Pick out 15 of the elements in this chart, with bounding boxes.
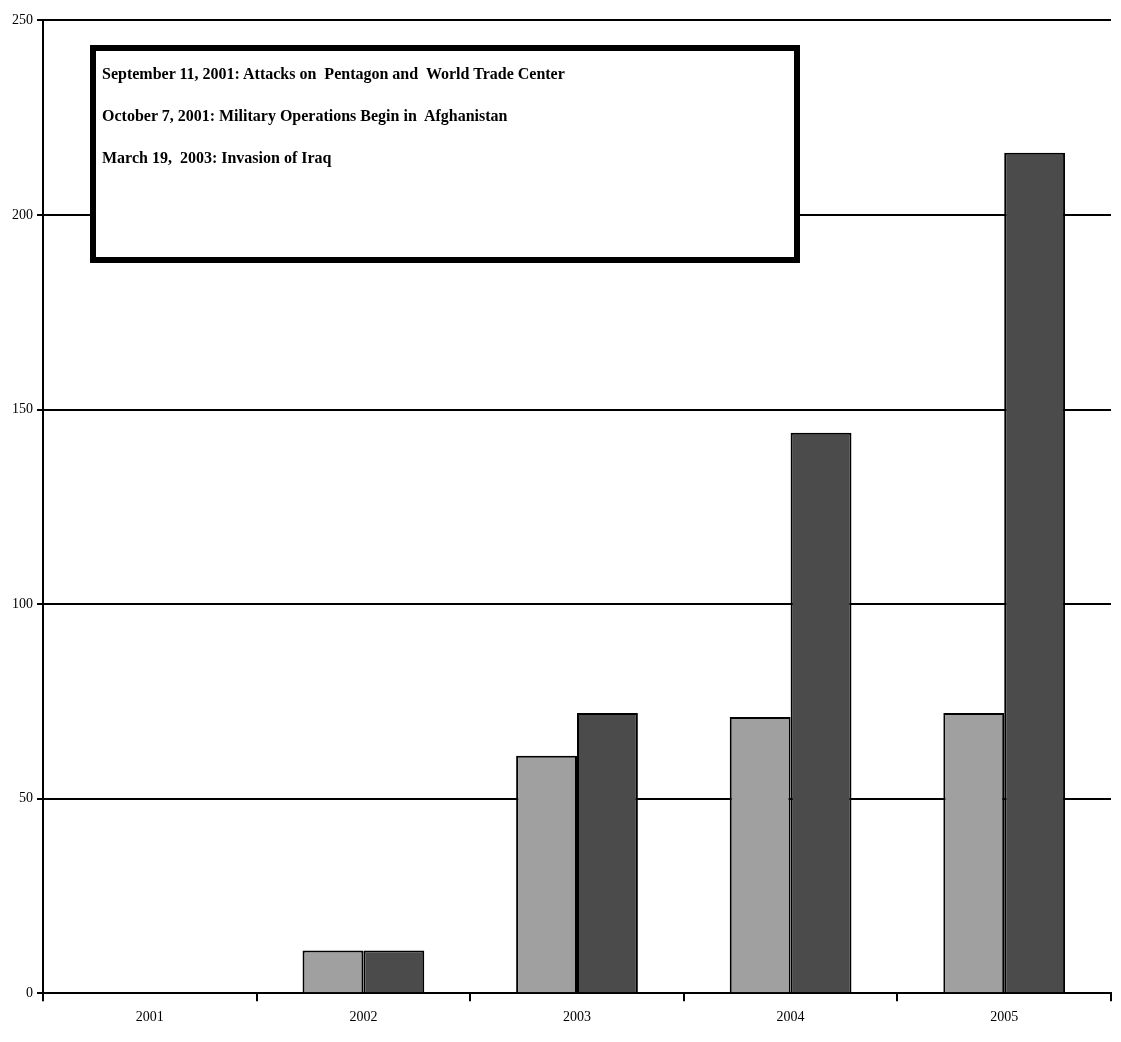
y-tick-label: 50 — [19, 790, 33, 806]
x-tick-label: 2002 — [349, 1009, 378, 1025]
y-tick-label: 250 — [12, 12, 33, 28]
y-tick-label: 200 — [12, 206, 33, 222]
y-tick-label: 0 — [26, 984, 33, 1000]
x-tick-label: 2003 — [563, 1009, 591, 1025]
annotation: March 19, 2003: Invasion of Iraq — [102, 149, 332, 167]
x-tick-label: 2004 — [776, 1009, 805, 1025]
x-tick-label: 2005 — [990, 1009, 1019, 1025]
y-tick-label: 150 — [12, 401, 33, 417]
annotation: September 11, 2001: Attacks on Pentagon and World Trade Center — [102, 65, 565, 83]
x-tick-label: 2001 — [135, 1009, 164, 1025]
annotation: October 7, 2001: Military Operations Begin in Afghanistan — [102, 107, 508, 125]
note-box: September 11, 2001: Attacks on Pentagon and World Trade Center October 7, 2001: Military Operations Begin in Afghanistan March 19, 2003: Invasion of Iraq — [90, 45, 800, 263]
y-tick-label: 100 — [12, 595, 33, 611]
